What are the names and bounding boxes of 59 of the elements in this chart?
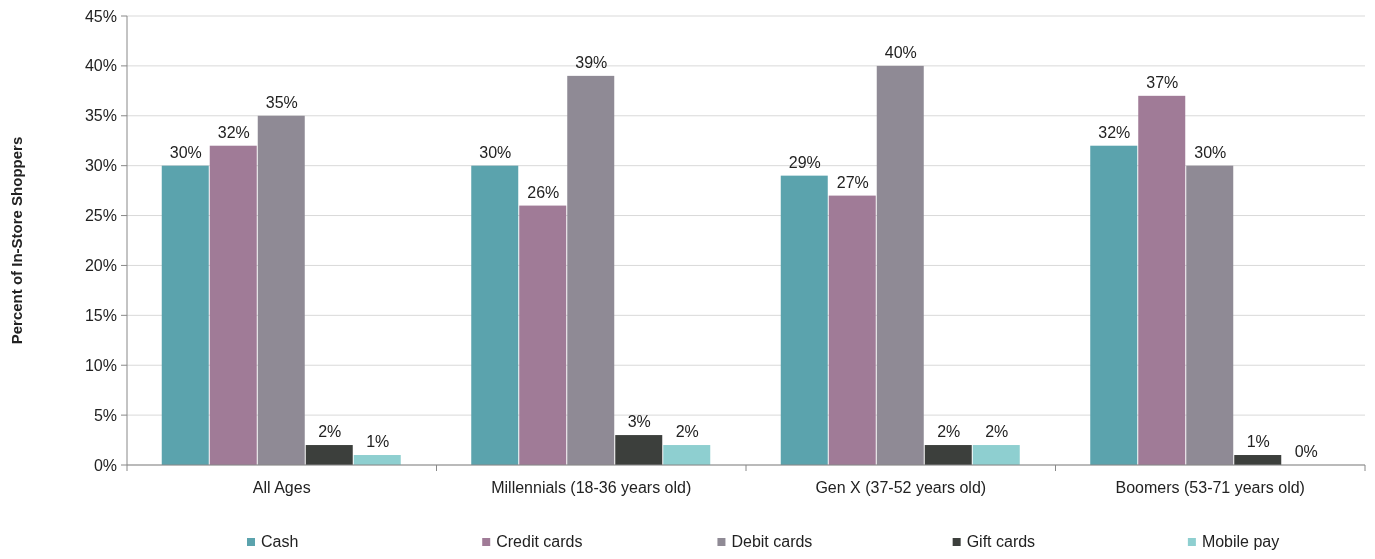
y-tick-label: 35% xyxy=(84,107,117,125)
bar xyxy=(209,145,257,465)
text: 30% xyxy=(1194,143,1227,161)
text: 2% xyxy=(318,423,342,441)
y-tick-label: 25% xyxy=(84,207,117,225)
y-tick-label: 45% xyxy=(84,7,117,25)
y-tick-label: 30% xyxy=(84,157,117,175)
y-axis-title: Percent of In-Store Shoppers xyxy=(8,136,25,345)
bar xyxy=(924,445,972,465)
text: 1% xyxy=(366,433,390,451)
legend-label: Mobile pay xyxy=(1201,533,1280,550)
text: 39% xyxy=(575,53,608,71)
legend-label: Credit cards xyxy=(496,533,583,550)
y-tick-label: 5% xyxy=(93,406,117,424)
text: 35% xyxy=(265,93,298,111)
legend-label: Cash xyxy=(261,533,299,550)
text: 3% xyxy=(627,413,651,431)
text: 30% xyxy=(479,143,512,161)
bar xyxy=(972,445,1020,465)
bar xyxy=(567,75,615,465)
text: 26% xyxy=(527,183,560,201)
bar xyxy=(1138,95,1186,465)
bar xyxy=(780,175,828,465)
text: 37% xyxy=(1146,73,1179,91)
text: 32% xyxy=(1098,123,1131,141)
bar xyxy=(1234,455,1282,465)
text: 32% xyxy=(217,123,250,141)
text: 1% xyxy=(1246,433,1270,451)
x-tick-label: Millennials (18-36 years old) xyxy=(491,479,692,496)
bar xyxy=(519,205,567,465)
text: 0% xyxy=(1294,443,1318,460)
bar xyxy=(161,165,209,465)
bar xyxy=(663,445,711,465)
y-tick-label: 40% xyxy=(84,57,117,75)
legend-label: Debit cards xyxy=(731,533,813,550)
y-tick-label: 10% xyxy=(84,356,117,374)
bar xyxy=(305,445,353,465)
bar xyxy=(876,65,924,465)
y-tick-label: 20% xyxy=(84,257,117,275)
text: 40% xyxy=(884,43,917,61)
text: 2% xyxy=(675,423,699,441)
x-tick-label: Gen X (37-52 years old) xyxy=(815,479,987,496)
bar xyxy=(828,195,876,465)
bar xyxy=(257,115,305,465)
text: 2% xyxy=(985,423,1009,441)
bar xyxy=(1186,165,1234,465)
bar xyxy=(353,455,401,465)
bar xyxy=(615,435,663,465)
bar xyxy=(471,165,519,465)
y-tick-label: 15% xyxy=(84,306,117,324)
legend-label: Gift cards xyxy=(966,533,1036,550)
bar xyxy=(1090,145,1138,465)
x-tick-label: All Ages xyxy=(252,479,311,496)
text: 2% xyxy=(937,423,961,441)
text: 29% xyxy=(788,153,821,171)
text: 27% xyxy=(836,173,869,191)
x-tick-label: Boomers (53-71 years old) xyxy=(1115,479,1305,496)
y-tick-label: 0% xyxy=(93,456,117,474)
text: 30% xyxy=(169,143,202,161)
